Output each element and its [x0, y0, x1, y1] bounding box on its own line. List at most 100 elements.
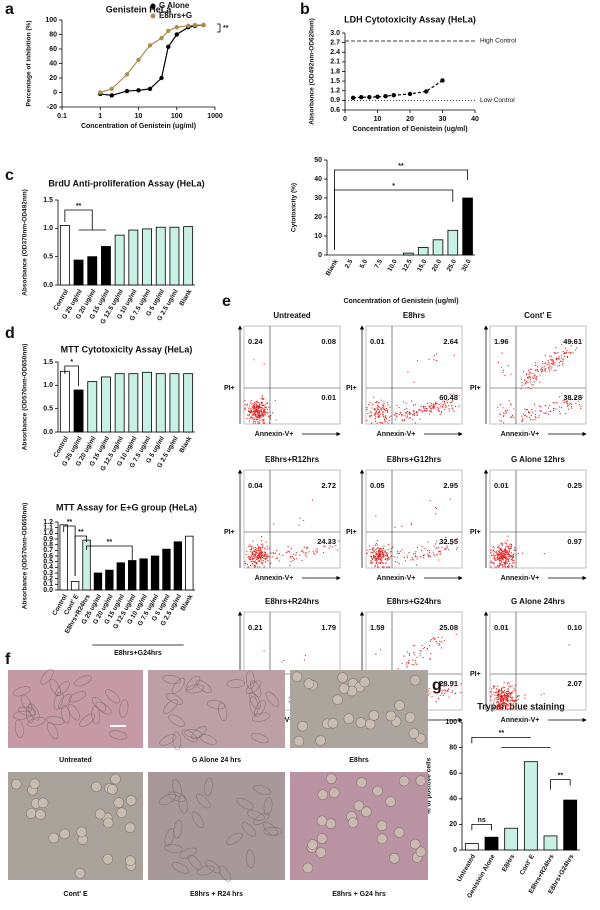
event-dot: [444, 401, 446, 403]
event-dot: [394, 418, 396, 421]
event-dot: [369, 416, 371, 418]
event-dot: [542, 368, 544, 371]
event-dot: [508, 400, 510, 402]
event-dot: [539, 381, 541, 383]
event-dot: [434, 407, 436, 409]
event-dot: [509, 556, 512, 558]
event-dot: [434, 405, 436, 407]
event-dot: [379, 562, 382, 564]
cell: [376, 833, 388, 845]
event-dot: [335, 544, 337, 547]
cell: [293, 735, 305, 747]
event-dot: [507, 560, 509, 563]
event-dot: [258, 561, 260, 563]
event-dot: [433, 359, 435, 361]
event-dot: [413, 414, 415, 416]
event-dot: [450, 402, 452, 404]
y-axis-label: Absorbance (OD492nm-OD620nm): [309, 18, 316, 125]
event-dot: [412, 553, 415, 555]
event-dot: [256, 551, 258, 554]
cell: [53, 691, 64, 710]
event-dot: [264, 405, 266, 407]
event-dot: [379, 411, 381, 413]
x-axis-label: Concentration of Genistein (ug/ml): [343, 298, 458, 305]
panel-label: e: [222, 293, 231, 310]
event-dot: [504, 691, 506, 694]
event-dot: [574, 397, 576, 399]
event-dot: [448, 410, 450, 412]
event-dot: [460, 691, 462, 693]
event-dot: [430, 653, 432, 655]
quadrant-value: 1.59: [370, 623, 385, 632]
y-tick-label: 1.8: [330, 68, 340, 75]
flow-title: Untreated: [273, 311, 310, 320]
event-dot: [378, 402, 380, 404]
flow-title: G Alone 24hrs: [511, 597, 565, 606]
event-dot: [551, 359, 553, 361]
event-dot: [433, 354, 436, 356]
cell: [249, 696, 259, 715]
event-dot: [445, 691, 447, 693]
data-point: [359, 94, 364, 100]
event-dot: [307, 546, 309, 549]
event-dot: [539, 406, 542, 408]
event-dot: [253, 557, 255, 560]
cell: [307, 839, 318, 850]
event-dot: [566, 356, 568, 359]
event-dot: [385, 407, 388, 410]
event-dot: [558, 362, 560, 364]
event-dot: [532, 384, 534, 386]
event-dot: [416, 656, 418, 658]
event-dot: [494, 554, 497, 556]
event-dot: [530, 388, 532, 390]
event-dot: [507, 689, 509, 691]
cell: [164, 828, 175, 847]
event-dot: [262, 420, 264, 422]
y-tick-label: 0.7: [43, 547, 53, 554]
event-dot: [405, 412, 407, 414]
bar: [142, 228, 152, 286]
event-dot: [412, 418, 414, 420]
event-dot: [534, 413, 537, 416]
event-dot: [252, 405, 255, 407]
event-dot: [250, 400, 252, 402]
cell: [91, 697, 107, 712]
event-dot: [501, 702, 503, 704]
event-dot: [254, 557, 256, 559]
event-dot: [386, 402, 388, 404]
event-dot: [429, 500, 431, 502]
event-dot: [552, 409, 555, 412]
event-dot: [376, 400, 378, 403]
event-dot: [428, 554, 430, 556]
event-dot: [496, 698, 498, 700]
event-dot: [373, 396, 375, 398]
x-tick-label: 0: [343, 116, 347, 123]
event-dot: [497, 704, 499, 706]
event-dot: [371, 549, 374, 551]
cell: [337, 672, 348, 683]
event-dot: [267, 555, 269, 557]
event-dot: [369, 411, 372, 413]
event-dot: [433, 638, 435, 641]
event-dot: [512, 555, 515, 557]
event-dot: [521, 420, 523, 422]
event-dot: [371, 407, 373, 409]
x-tick-label: 40: [471, 116, 479, 123]
event-dot: [544, 355, 546, 357]
event-dot: [570, 341, 572, 343]
event-dot: [510, 552, 513, 554]
event-dot: [509, 555, 511, 557]
flow-title: G Alone 12hrs: [511, 455, 565, 464]
event-dot: [373, 556, 375, 559]
event-dot: [575, 339, 578, 341]
flow-plot-frame: [365, 469, 463, 569]
event-dot: [510, 691, 512, 694]
event-dot: [256, 401, 258, 403]
event-dot: [387, 404, 389, 406]
data-point: [407, 91, 413, 97]
event-dot: [505, 411, 507, 413]
y-axis-label: Absorbance (OD570nm-OD650nm): [22, 344, 29, 451]
event-dot: [446, 689, 449, 692]
bar: [101, 376, 111, 433]
